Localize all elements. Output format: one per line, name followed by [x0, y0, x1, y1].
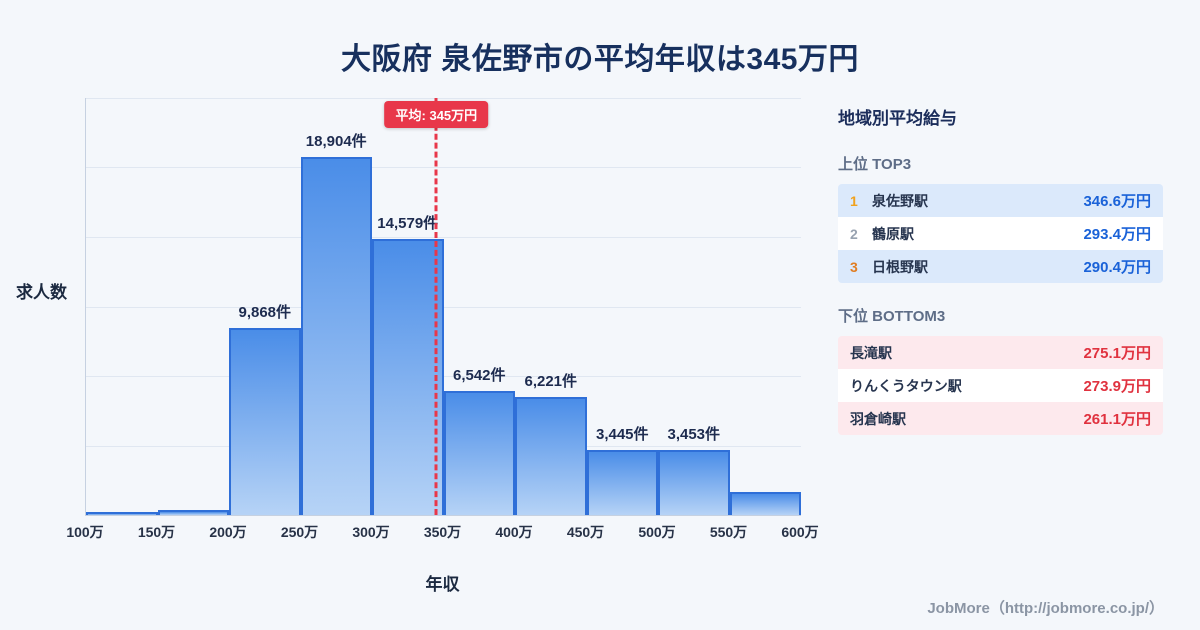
bar-450万-to-500万: [586, 449, 658, 515]
sidebar-title: 地域別平均給与: [838, 109, 957, 128]
rank-number: 1: [850, 192, 858, 209]
regional-salary-panel: 地域別平均給与 上位 TOP3 1 泉佐野駅 346.6万円 2 鶴原駅 293.4万円 3…: [838, 104, 1163, 457]
rank-number: 3: [850, 258, 858, 275]
attribution-credit: JobMore（http://jobmore.co.jp/）: [927, 600, 1164, 617]
x-axis-ticks: 100万 150万 200万 250万 300万 350万 400万 450万 500万 550万…: [66, 522, 818, 542]
salary-value: 273.9万円: [1083, 378, 1151, 395]
station-name: 長滝駅: [850, 344, 892, 361]
ranking-row: 2 鶴原駅 293.4万円: [838, 217, 1163, 250]
x-tick-label: 300万: [352, 524, 390, 540]
station-name: 泉佐野駅: [872, 192, 928, 209]
x-tick-label: 200万: [209, 524, 247, 540]
x-tick-label: 150万: [137, 524, 176, 540]
bar-300万-to-350万: [372, 238, 444, 515]
bar-400万-to-450万: [515, 397, 587, 515]
y-axis-label: 求人数: [16, 283, 67, 302]
x-tick-label: 400万: [495, 524, 533, 540]
bar-value-label: 3,453件: [667, 425, 721, 443]
bar-350万-to-400万: [443, 391, 515, 515]
bar-200万-to-250万: [229, 327, 301, 515]
gridline: [86, 98, 801, 99]
bar-value-label: 6,542件: [452, 367, 506, 384]
salary-value: 275.1万円: [1083, 345, 1151, 362]
bar-250万-to-300万: [300, 156, 372, 515]
top3-section-label: 上位 TOP3: [838, 156, 912, 173]
bar-500万-to-550万: [658, 449, 730, 515]
bottom3-table: 長滝駅 275.1万円りんくうタウン駅 273.9万円羽倉崎駅 261.1万円: [838, 336, 1163, 435]
station-name: 鶴原駅: [872, 225, 914, 242]
x-tick-label: 350万: [423, 524, 462, 540]
gridline: [86, 167, 801, 169]
ranking-row: 1 泉佐野駅 346.6万円: [838, 184, 1163, 217]
rank-number: 2: [850, 225, 858, 242]
bar-550万-to-600万: [729, 492, 801, 515]
ranking-row: りんくうタウン駅 273.9万円: [838, 369, 1163, 402]
ranking-row: 羽倉崎駅 261.1万円: [838, 402, 1163, 435]
gridline: [86, 375, 801, 377]
bar-value-label: 14,579件: [377, 214, 439, 232]
bar-value-label: 18,904件: [305, 132, 367, 150]
salary-value: 293.4万円: [1083, 226, 1151, 243]
station-name: りんくうタウン駅: [850, 377, 962, 394]
x-tick-label: 600万: [781, 524, 819, 540]
average-badge: 平均: 345万円: [384, 101, 489, 128]
gridline: [86, 306, 801, 308]
station-name: 羽倉崎駅: [850, 410, 906, 427]
x-tick-label: 500万: [638, 524, 676, 540]
x-tick-label: 550万: [709, 524, 748, 540]
histogram-plot-area: 9,868件 18,904件 14,579件 6,542件 6,221件 3,445件 3,…: [85, 98, 801, 516]
ranking-row: 3 日根野駅 290.4万円: [838, 250, 1163, 283]
bar-100万-to-150万: [86, 512, 158, 515]
salary-value: 346.6万円: [1083, 193, 1151, 210]
top3-table: 1 泉佐野駅 346.6万円 2 鶴原駅 293.4万円 3 日根野駅 290.4万円: [838, 184, 1163, 283]
bar-150万-to-200万: [157, 509, 229, 515]
bar-value-label: 9,868件: [238, 303, 292, 321]
bar-value-label: 6,221件: [524, 373, 578, 391]
bottom3-section-label: 下位 BOTTOM3: [838, 308, 946, 325]
salary-value: 261.1万円: [1083, 411, 1151, 428]
station-name: 日根野駅: [872, 258, 928, 275]
ranking-row: 長滝駅 275.1万円: [838, 336, 1163, 369]
x-tick-label: 450万: [566, 524, 605, 540]
salary-value: 290.4万円: [1083, 259, 1151, 276]
average-line: [434, 98, 438, 515]
gridline: [86, 236, 801, 238]
x-axis-label: 年収: [425, 575, 460, 594]
x-tick-label: 250万: [280, 524, 319, 540]
page-title: 大阪府 泉佐野市の平均年収は345万円: [341, 43, 859, 76]
bar-value-label: 3,445件: [595, 425, 649, 443]
x-tick-label: 100万: [66, 524, 104, 540]
